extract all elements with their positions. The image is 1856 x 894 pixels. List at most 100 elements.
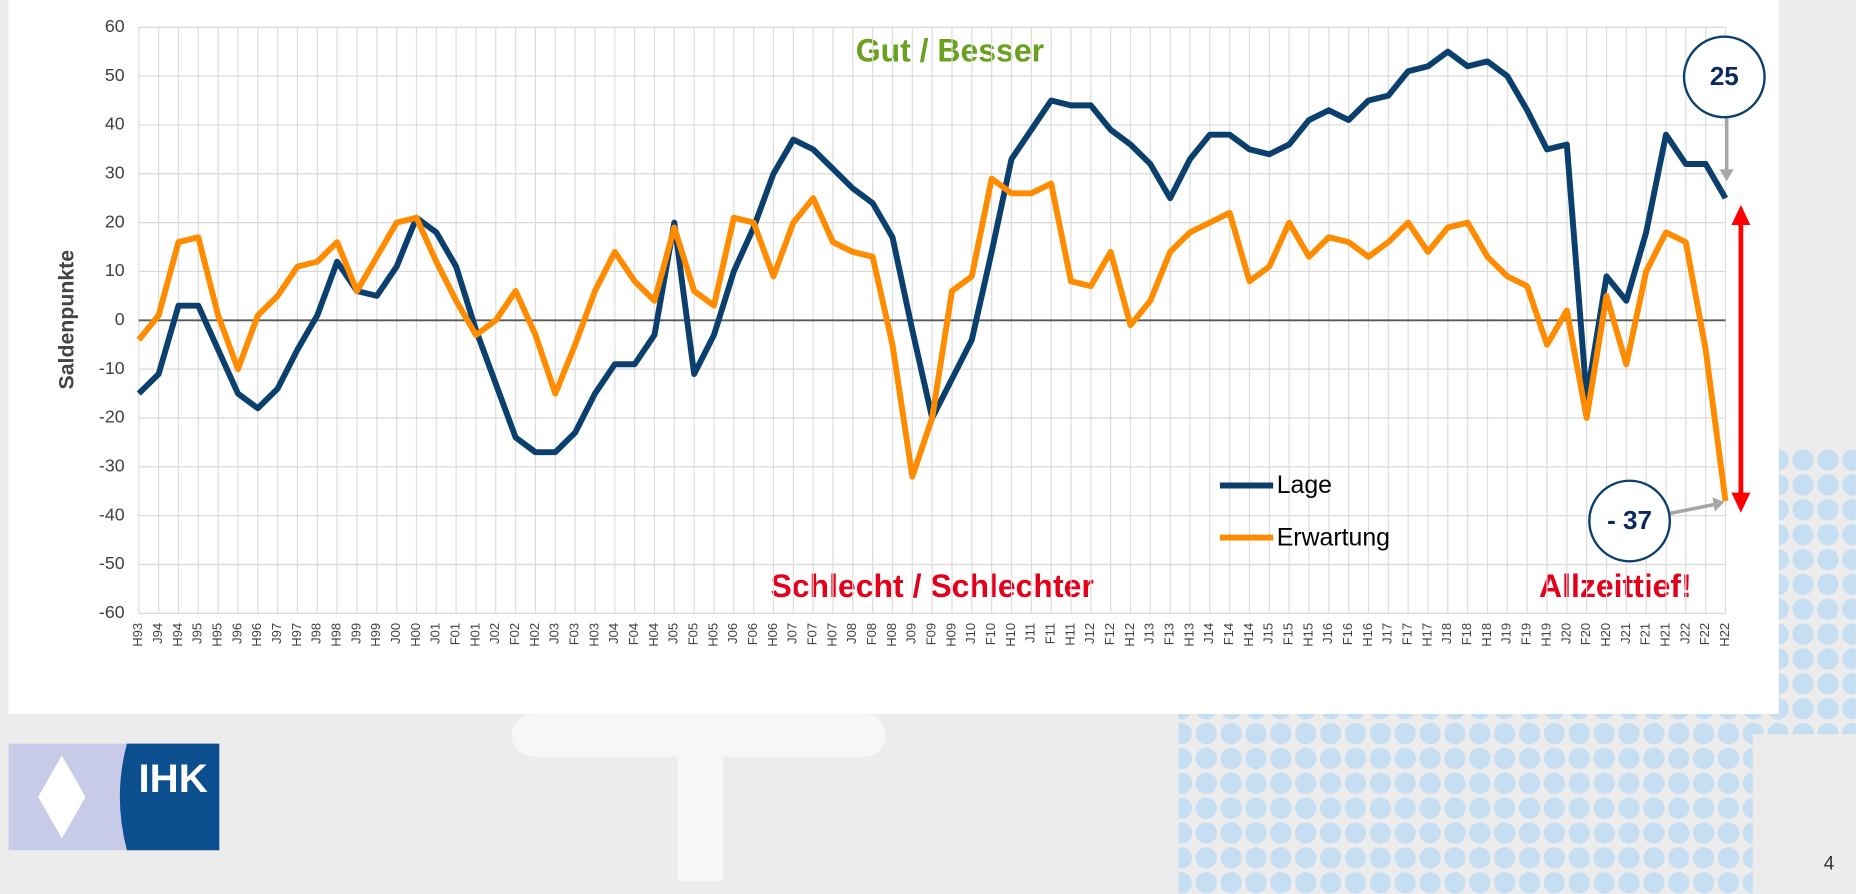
x-tick-label: J09 bbox=[904, 623, 919, 644]
y-tick-label: -40 bbox=[99, 504, 125, 524]
y-tick-label: -30 bbox=[99, 456, 125, 476]
x-tick-label: F07 bbox=[805, 623, 820, 645]
x-tick-label: F10 bbox=[983, 623, 998, 645]
x-tick-label: J04 bbox=[606, 623, 621, 644]
x-tick-label: J21 bbox=[1618, 623, 1633, 644]
y-tick-label: 10 bbox=[105, 260, 125, 280]
x-tick-label: H20 bbox=[1598, 623, 1613, 647]
x-tick-label: H09 bbox=[943, 623, 958, 647]
x-tick-label: F13 bbox=[1162, 623, 1177, 645]
series-line bbox=[136, 175, 1729, 502]
x-tick-label: H05 bbox=[705, 623, 720, 647]
logo-text: IHK bbox=[138, 756, 207, 801]
annotation: Allzeittief! bbox=[1539, 568, 1692, 604]
x-tick-label: H98 bbox=[329, 623, 344, 647]
x-tick-label: F05 bbox=[686, 623, 701, 645]
range-arrow-head bbox=[1731, 492, 1751, 513]
x-tick-label: J11 bbox=[1023, 623, 1038, 643]
x-tick-label: F01 bbox=[448, 623, 463, 645]
x-tick-label: J98 bbox=[309, 623, 324, 644]
x-tick-label: F17 bbox=[1400, 623, 1415, 645]
x-tick-label: H15 bbox=[1300, 623, 1315, 647]
plot: -60 -50 -40 -30 -20 -10 0 10 20 30 40 50 60 H93 J94 H94… bbox=[99, 16, 1732, 647]
x-tick-label: J15 bbox=[1261, 623, 1276, 644]
x-tick-label: F15 bbox=[1281, 623, 1296, 645]
x-tick-label: J00 bbox=[388, 623, 403, 644]
x-tick-label: H08 bbox=[884, 623, 899, 647]
x-tick-label: F20 bbox=[1578, 623, 1593, 645]
x-tick-label: F21 bbox=[1638, 623, 1653, 645]
x-tick-label: F02 bbox=[507, 623, 522, 645]
x-tick-label: H02 bbox=[527, 623, 542, 647]
y-tick-label: -20 bbox=[99, 407, 125, 427]
x-tick-label: H14 bbox=[1241, 623, 1256, 647]
y-tick-label: 40 bbox=[105, 114, 125, 134]
legend-label: Lage bbox=[1277, 471, 1332, 499]
x-tick-label: J01 bbox=[428, 623, 443, 644]
y-tick-label: -10 bbox=[99, 358, 125, 378]
x-tick-label: J22 bbox=[1677, 623, 1692, 644]
x-tick-label: H11 bbox=[1062, 623, 1077, 646]
y-tick-label: 20 bbox=[105, 211, 125, 231]
callout-circle bbox=[1682, 35, 1766, 119]
x-tick-label: H93 bbox=[130, 623, 145, 647]
callout-arrow bbox=[1667, 502, 1716, 516]
x-tick-label: H13 bbox=[1181, 623, 1196, 647]
x-tick-label: H19 bbox=[1538, 623, 1553, 647]
range-arrow-head bbox=[1731, 204, 1751, 225]
x-tick-label: H12 bbox=[1122, 623, 1137, 647]
x-tick-label: H04 bbox=[646, 623, 661, 647]
x-tick-label: F19 bbox=[1519, 623, 1534, 645]
logo-right bbox=[119, 743, 220, 851]
x-tick-label: J03 bbox=[547, 623, 562, 644]
x-tick-label: F11 bbox=[1043, 623, 1058, 644]
annotation: Gut / Besser bbox=[856, 33, 1044, 69]
x-tick-label: H01 bbox=[467, 623, 482, 647]
x-tick-label: F06 bbox=[745, 623, 760, 645]
x-tick-label: J08 bbox=[844, 623, 859, 644]
x-tick-label: H18 bbox=[1479, 623, 1494, 647]
x-tick-label: J02 bbox=[487, 623, 502, 644]
x-tick-label: H94 bbox=[170, 623, 185, 647]
x-tick-label: J95 bbox=[190, 623, 205, 644]
x-tick-label: F14 bbox=[1221, 623, 1236, 645]
x-tick-label: F18 bbox=[1459, 623, 1474, 645]
grid bbox=[138, 26, 1727, 614]
y-axis-label: Saldenpunkte bbox=[54, 250, 78, 390]
x-tick-label: J16 bbox=[1320, 623, 1335, 644]
x-tick-label: F22 bbox=[1697, 623, 1712, 645]
x-tick-label: J99 bbox=[348, 623, 363, 644]
y-tick-label: 60 bbox=[105, 16, 125, 36]
legend-label: Erwartung bbox=[1277, 523, 1390, 551]
x-tick-label: F03 bbox=[567, 623, 582, 645]
x-tick-label: H00 bbox=[408, 623, 423, 647]
x-tick-label: J10 bbox=[963, 623, 978, 644]
x-tick-label: H06 bbox=[765, 623, 780, 647]
x-tick-label: F09 bbox=[924, 623, 939, 645]
x-tick-label: F16 bbox=[1340, 623, 1355, 645]
x-tick-label: J05 bbox=[666, 623, 681, 644]
callout-arrow-head bbox=[1719, 169, 1734, 182]
x-tick-label: H10 bbox=[1003, 623, 1018, 647]
x-tick-label: J14 bbox=[1201, 623, 1216, 644]
x-tick-label: H99 bbox=[368, 623, 383, 647]
y-tick-label: 0 bbox=[115, 309, 125, 329]
y-tick-label: 50 bbox=[105, 65, 125, 85]
page-number: 4 bbox=[1824, 853, 1835, 874]
x-tick-label: H16 bbox=[1360, 623, 1375, 647]
x-tick-label: F12 bbox=[1102, 623, 1117, 645]
logo: IHK bbox=[8, 743, 220, 851]
x-tick-label: J18 bbox=[1439, 623, 1454, 644]
x-tick-label: H22 bbox=[1717, 623, 1732, 647]
x-tick-label: J97 bbox=[269, 623, 284, 644]
decor bbox=[677, 756, 723, 881]
y-tick-label: 30 bbox=[105, 162, 125, 182]
x-tick-label: F08 bbox=[864, 623, 879, 645]
x-tick-label: J20 bbox=[1558, 623, 1573, 644]
x-tick-label: H96 bbox=[249, 623, 264, 647]
x-tick-label: J13 bbox=[1142, 623, 1157, 644]
callout-text: - 37 bbox=[1607, 505, 1652, 535]
y-tick-label: -50 bbox=[99, 553, 125, 573]
